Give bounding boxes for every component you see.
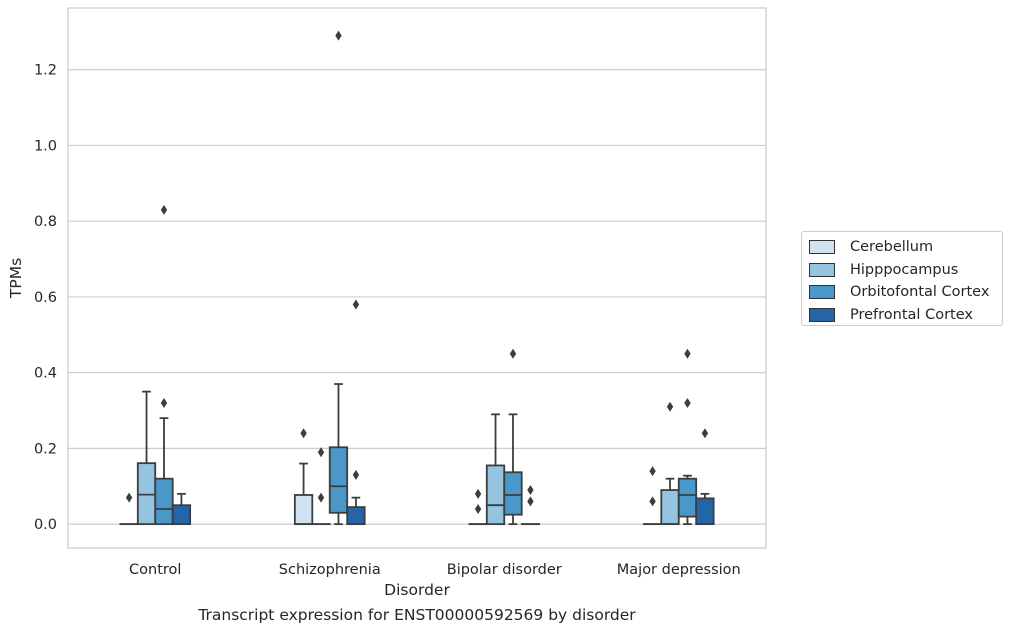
box-iqr bbox=[660, 489, 680, 526]
outlier-point bbox=[474, 488, 482, 499]
box-3-3 bbox=[695, 428, 715, 526]
legend-item-cerebellum: Cerebellum bbox=[802, 236, 1002, 259]
x-tick-label: Control bbox=[129, 562, 181, 578]
box-1-0 bbox=[293, 428, 314, 526]
box-2-2 bbox=[503, 348, 523, 526]
outlier-point bbox=[125, 492, 133, 503]
box-3-2 bbox=[677, 348, 698, 526]
outlier-point bbox=[509, 348, 517, 359]
outlier-point bbox=[649, 466, 656, 477]
y-tick-label: 0.4 bbox=[34, 366, 57, 382]
legend-swatch bbox=[809, 308, 835, 323]
box-2-0 bbox=[468, 488, 488, 526]
box-iqr bbox=[695, 497, 715, 526]
legend-item-hippocampus: Hipppocampus bbox=[802, 259, 1002, 282]
box-iqr bbox=[136, 462, 157, 526]
legend-swatch bbox=[809, 262, 835, 277]
x-tick-label: Bipolar disorder bbox=[447, 562, 562, 578]
box-iqr bbox=[346, 506, 366, 526]
box-0-2 bbox=[154, 204, 174, 526]
outlier-point bbox=[352, 469, 360, 480]
box-0-0 bbox=[119, 492, 139, 526]
figure-caption: Transcript expression for ENST0000059256… bbox=[198, 606, 636, 624]
box-0-3 bbox=[171, 492, 192, 526]
x-axis-label: Disorder bbox=[384, 581, 450, 599]
box-iqr bbox=[677, 477, 698, 518]
legend-item-prefrontal-cortex: Prefrontal Cortex bbox=[802, 304, 1002, 327]
box-iqr bbox=[328, 446, 349, 514]
outlier-point bbox=[300, 428, 307, 439]
outlier-point bbox=[701, 428, 709, 439]
x-tick-label: Major depression bbox=[617, 562, 741, 578]
outlier-point bbox=[160, 204, 168, 215]
box-1-3 bbox=[346, 299, 366, 526]
outlier-point bbox=[317, 447, 325, 458]
outlier-point bbox=[352, 299, 360, 310]
box-iqr bbox=[485, 464, 506, 526]
box-iqr bbox=[503, 471, 523, 516]
outlier-point bbox=[160, 397, 168, 408]
x-tick-label: Schizophrenia bbox=[279, 562, 381, 578]
outlier-point bbox=[684, 397, 691, 408]
y-tick-label: 0.2 bbox=[34, 441, 57, 457]
y-tick-label: 1.0 bbox=[34, 138, 57, 154]
legend-label: Cerebellum bbox=[850, 239, 934, 256]
outlier-point bbox=[474, 503, 482, 514]
legend-swatch bbox=[809, 240, 835, 255]
box-0-1 bbox=[136, 390, 157, 526]
outlier-point bbox=[527, 485, 534, 496]
box-iqr bbox=[171, 504, 192, 526]
box-2-3 bbox=[520, 485, 541, 526]
box-series-layer bbox=[119, 30, 715, 526]
y-tick-label: 0.0 bbox=[34, 517, 57, 533]
box-2-1 bbox=[485, 413, 506, 526]
outlier-point bbox=[335, 30, 342, 41]
legend: Cerebellum Hipppocampus Orbitofontal Cor… bbox=[801, 231, 1003, 326]
box-1-1 bbox=[311, 447, 331, 526]
legend-label: Orbitofontal Cortex bbox=[850, 284, 990, 301]
box-iqr bbox=[293, 494, 314, 526]
box-iqr bbox=[154, 477, 174, 526]
y-tick-label: 0.6 bbox=[34, 290, 57, 306]
gridlines bbox=[68, 69, 766, 525]
legend-item-orbitofrontal-cortex: Orbitofontal Cortex bbox=[802, 281, 1002, 304]
legend-label: Prefrontal Cortex bbox=[850, 307, 973, 324]
x-tick-labels: Control Schizophrenia Bipolar disorder Majo… bbox=[129, 562, 741, 578]
y-tick-labels: 0.0 0.2 0.4 0.6 0.8 1.0 1.2 bbox=[34, 63, 57, 533]
legend-label: Hipppocampus bbox=[850, 261, 959, 278]
outlier-point bbox=[684, 348, 691, 359]
outlier-point bbox=[649, 496, 656, 507]
outlier-point bbox=[527, 496, 534, 507]
plot-frame bbox=[67, 7, 767, 549]
box-1-2 bbox=[328, 30, 349, 526]
outlier-point bbox=[317, 492, 325, 503]
y-tick-label: 0.8 bbox=[34, 214, 57, 230]
outlier-point bbox=[666, 401, 674, 412]
y-axis-label: TPMs bbox=[7, 258, 25, 299]
y-tick-label: 1.2 bbox=[34, 63, 57, 79]
box-3-0 bbox=[642, 466, 663, 526]
legend-swatch bbox=[809, 285, 835, 300]
box-3-1 bbox=[660, 401, 680, 526]
